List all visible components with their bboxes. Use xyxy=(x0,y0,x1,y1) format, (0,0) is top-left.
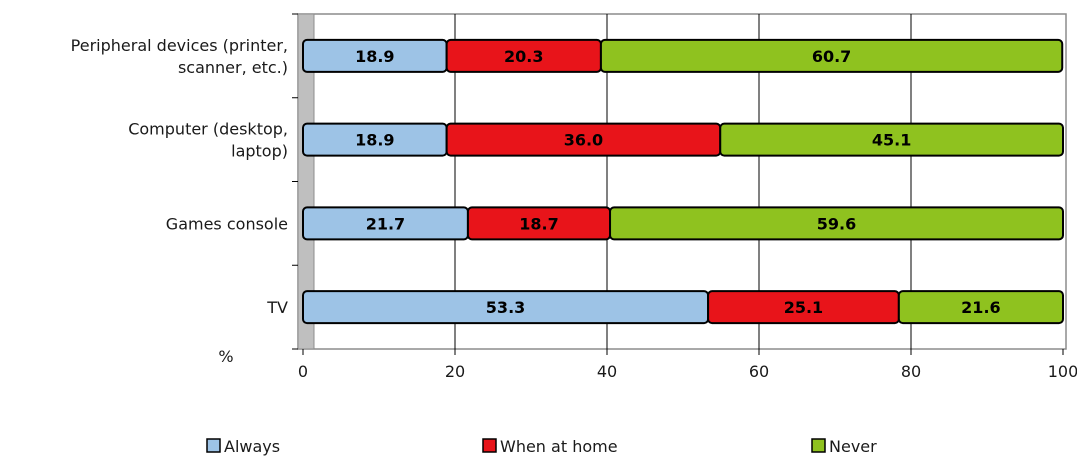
data-label: 59.6 xyxy=(817,214,856,233)
legend: Always When at home Never xyxy=(206,437,877,456)
legend-label: Always xyxy=(224,437,280,456)
bar-segment xyxy=(897,290,1065,325)
category-label: Games console xyxy=(166,214,288,233)
category-label: Peripheral devices (printer, xyxy=(71,36,288,55)
x-tick-label: 40 xyxy=(597,362,617,381)
data-label: 21.6 xyxy=(961,298,1000,317)
data-label: 20.3 xyxy=(504,47,543,66)
bar-segment xyxy=(599,38,1064,73)
category-label: laptop) xyxy=(231,142,288,161)
category-label: Computer (desktop, xyxy=(128,120,288,139)
bar-segment xyxy=(609,206,1064,241)
x-axis-label: % xyxy=(218,347,233,366)
x-tick-label: 60 xyxy=(749,362,769,381)
legend-swatch xyxy=(206,438,221,453)
category-label: scanner, etc.) xyxy=(178,58,288,77)
bars-layer xyxy=(302,38,1065,325)
data-label: 45.1 xyxy=(872,131,911,150)
x-tick-label: 0 xyxy=(298,362,308,381)
data-label: 18.7 xyxy=(519,214,558,233)
legend-swatch xyxy=(482,438,497,453)
data-label: 53.3 xyxy=(486,298,525,317)
legend-label: When at home xyxy=(500,437,618,456)
category-label: TV xyxy=(266,298,288,317)
data-label: 21.7 xyxy=(366,214,405,233)
x-tick-label: 20 xyxy=(445,362,465,381)
data-label: 36.0 xyxy=(564,131,603,150)
legend-label: Never xyxy=(829,437,877,456)
x-tick-label: 80 xyxy=(901,362,921,381)
data-label: 18.9 xyxy=(355,47,394,66)
x-tick-label: 100 xyxy=(1048,362,1077,381)
data-label: 25.1 xyxy=(784,298,823,317)
legend-swatch xyxy=(811,438,826,453)
data-label: 18.9 xyxy=(355,131,394,150)
data-label: 60.7 xyxy=(812,47,851,66)
labels-layer: 0 20 40 60 80 100 18.9 20.3 60.7 Peripheral devic… xyxy=(71,36,1077,381)
bar-segment xyxy=(719,122,1064,157)
